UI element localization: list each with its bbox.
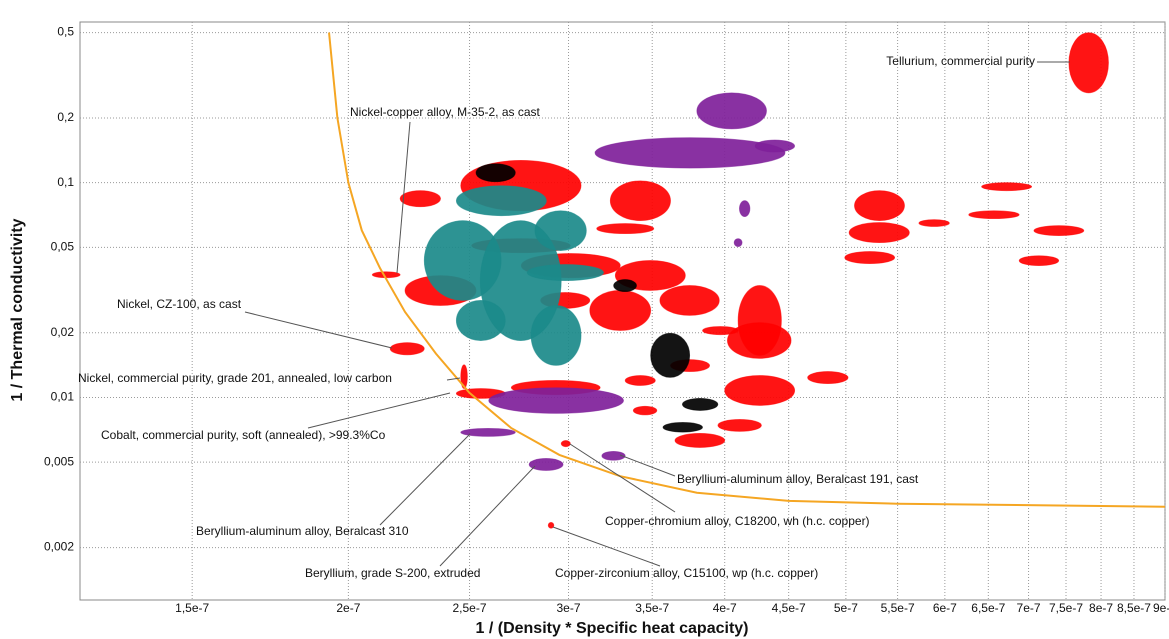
- property-bubble: [547, 521, 555, 529]
- property-bubble: [727, 322, 792, 359]
- x-tick-label: 5,5e-7: [881, 601, 915, 615]
- x-tick-label: 4e-7: [713, 601, 737, 615]
- property-bubble: [526, 264, 604, 282]
- leader-line: [619, 454, 676, 477]
- property-bubble: [560, 440, 571, 448]
- x-tick-label: 3e-7: [557, 601, 581, 615]
- x-tick-label: 1,5e-7: [175, 601, 209, 615]
- leader-line: [446, 377, 461, 381]
- leader-line: [244, 311, 393, 349]
- property-bubble: [530, 305, 582, 366]
- property-bubble: [1068, 32, 1109, 94]
- y-axis-title: 1 / Thermal conductivity: [9, 218, 26, 401]
- selection-line: [328, 32, 1166, 508]
- property-bubble: [724, 375, 796, 406]
- property-bubble: [594, 137, 786, 169]
- leader-line: [552, 526, 661, 567]
- x-axis-title: 1 / (Density * Specific heat capacity): [476, 620, 749, 637]
- property-bubble: [754, 139, 796, 153]
- x-tick-label: 2,5e-7: [453, 601, 487, 615]
- property-bubble: [601, 450, 626, 461]
- property-bubble: [674, 433, 726, 448]
- x-tick-label: 9e-7: [1153, 601, 1169, 615]
- property-bubble: [918, 219, 950, 227]
- property-bubble: [807, 371, 849, 385]
- property-bubble: [460, 364, 468, 389]
- y-tick-label: 0,2: [57, 110, 74, 124]
- annotation: Copper-chromium alloy, C18200, wh (h.c. …: [605, 514, 870, 528]
- leader-line: [379, 433, 471, 526]
- property-bubble: [717, 419, 762, 432]
- property-bubble: [681, 397, 719, 411]
- annotation: Copper-zirconium alloy, C15100, wp (h.c.…: [555, 566, 818, 580]
- property-bubble: [981, 182, 1033, 192]
- property-bubble: [475, 163, 516, 183]
- y-tick-label: 0,01: [51, 390, 75, 404]
- property-bubble: [854, 190, 905, 221]
- y-tick-label: 0,002: [44, 540, 74, 554]
- leader-line: [307, 392, 451, 429]
- x-tick-label: 8,5e-7: [1117, 601, 1151, 615]
- property-bubble: [371, 271, 401, 279]
- x-tick-label: 6e-7: [933, 601, 957, 615]
- property-bubble: [589, 290, 652, 331]
- property-bubble: [659, 285, 720, 316]
- property-bubble: [632, 405, 658, 416]
- property-bubble: [696, 92, 767, 130]
- annotation: Cobalt, commercial purity, soft (anneale…: [101, 428, 386, 442]
- property-bubble: [399, 190, 441, 208]
- y-tick-label: 0,005: [44, 454, 74, 468]
- property-bubble: [389, 342, 425, 356]
- property-bubble: [1033, 225, 1085, 237]
- x-tick-label: 4,5e-7: [772, 601, 806, 615]
- property-bubble: [624, 375, 656, 386]
- y-tick-label: 0,1: [57, 175, 74, 189]
- property-bubble: [848, 222, 910, 244]
- leader-line: [396, 121, 411, 274]
- property-bubble: [596, 223, 655, 235]
- y-tick-label: 0,02: [51, 325, 75, 339]
- annotation: Beryllium-aluminum alloy, Beralcast 191,…: [677, 472, 919, 486]
- property-bubble: [613, 279, 637, 293]
- y-tick-label: 0,05: [51, 240, 75, 254]
- property-bubble: [739, 200, 751, 218]
- property-bubble: [609, 180, 671, 221]
- property-bubble: [844, 251, 896, 265]
- annotation: Tellurium, commercial purity: [886, 54, 1035, 68]
- property-bubble: [534, 210, 587, 251]
- annotation: Nickel-copper alloy, M-35-2, as cast: [350, 105, 541, 119]
- x-tick-label: 7e-7: [1017, 601, 1041, 615]
- x-tick-label: 2e-7: [336, 601, 360, 615]
- property-bubble: [702, 326, 739, 336]
- y-tick-label: 0,5: [57, 25, 74, 39]
- x-tick-label: 8e-7: [1089, 601, 1113, 615]
- x-tick-label: 3,5e-7: [635, 601, 669, 615]
- property-bubble: [968, 210, 1020, 220]
- annotation: Nickel, CZ-100, as cast: [117, 297, 242, 311]
- property-bubble: [662, 422, 703, 433]
- property-bubble: [455, 185, 547, 217]
- property-bubble: [455, 300, 506, 341]
- property-bubble: [488, 387, 624, 414]
- x-tick-label: 7,5e-7: [1049, 601, 1083, 615]
- annotation: Nickel, commercial purity, grade 201, an…: [78, 371, 392, 385]
- property-bubble: [1018, 255, 1060, 267]
- annotation: Beryllium-aluminum alloy, Beralcast 310: [196, 524, 409, 538]
- leader-line: [439, 465, 536, 567]
- property-bubble: [460, 427, 516, 437]
- property-bubble: [650, 332, 691, 378]
- property-bubble: [733, 238, 743, 247]
- property-bubble: [528, 458, 564, 471]
- annotation: Beryllium, grade S-200, extruded: [305, 566, 480, 580]
- leader-line: [569, 443, 676, 513]
- x-tick-label: 6,5e-7: [971, 601, 1005, 615]
- x-tick-label: 5e-7: [834, 601, 858, 615]
